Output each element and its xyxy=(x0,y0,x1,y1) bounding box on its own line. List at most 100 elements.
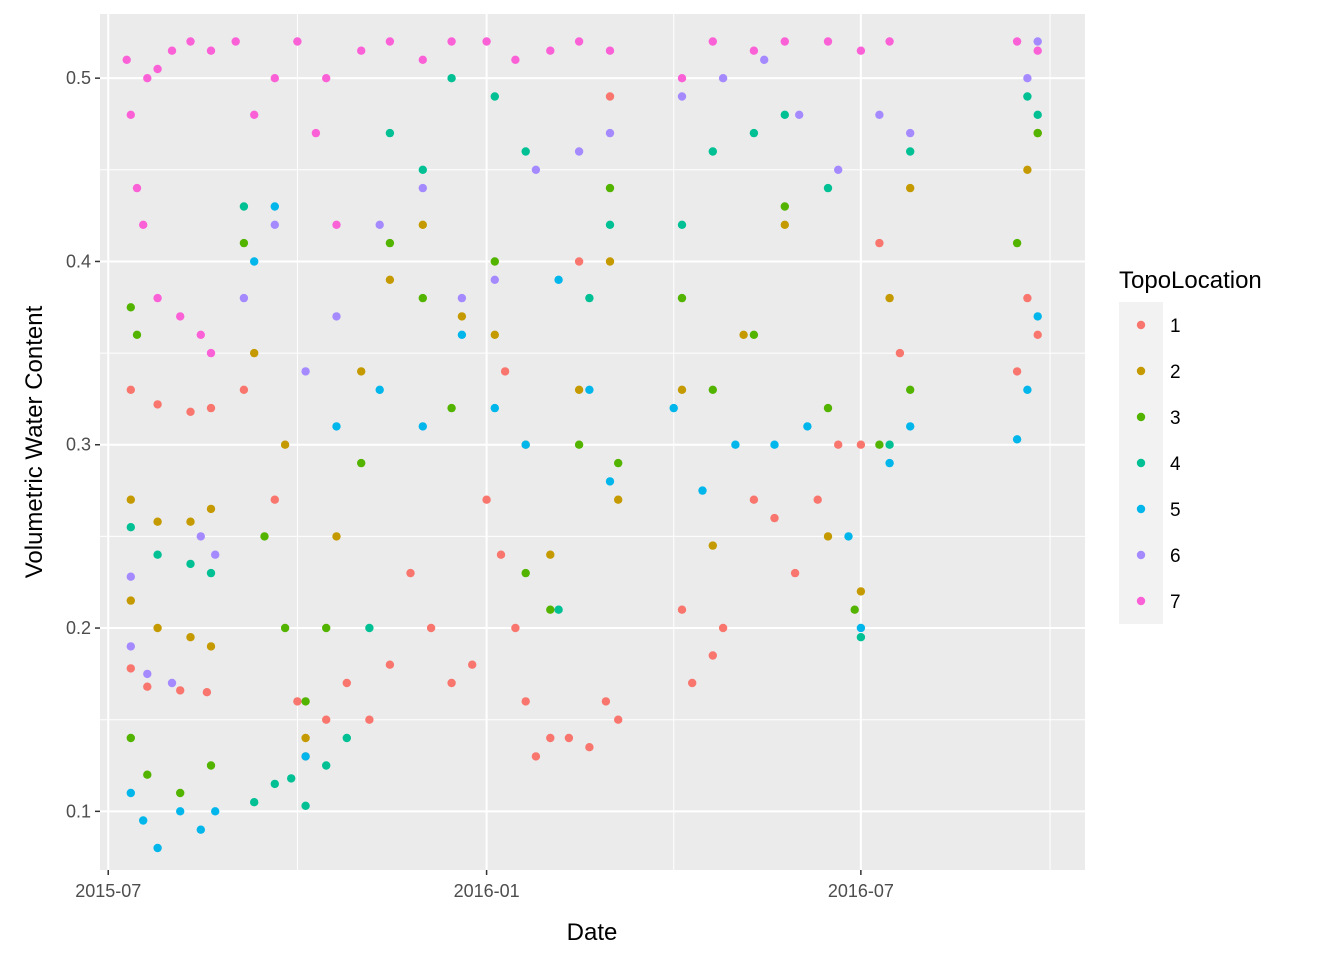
data-point xyxy=(614,458,623,468)
data-point xyxy=(357,46,366,55)
data-point xyxy=(122,55,131,64)
data-point xyxy=(1012,37,1022,46)
data-point xyxy=(332,220,341,229)
x-tick-label: 2016-07 xyxy=(828,881,894,901)
data-point xyxy=(270,74,279,83)
panel-background xyxy=(100,14,1085,870)
legend-items: 1 2 3 4 5 6 7 xyxy=(1119,302,1181,624)
series-4 xyxy=(126,74,1042,810)
data-point xyxy=(708,147,717,156)
data-point xyxy=(823,403,833,413)
data-point xyxy=(206,568,216,578)
x-tick-label: 2016-01 xyxy=(454,881,520,901)
legend-key-swatch xyxy=(1136,596,1146,606)
data-point xyxy=(1023,74,1032,83)
data-point xyxy=(906,183,915,193)
data-point xyxy=(287,774,296,783)
y-tick-label: 0.5 xyxy=(66,68,91,88)
data-point xyxy=(126,523,135,532)
data-point xyxy=(511,623,520,633)
data-point xyxy=(749,128,759,138)
data-point xyxy=(385,37,395,46)
data-point xyxy=(126,596,135,605)
data-point xyxy=(856,623,866,633)
data-point xyxy=(176,686,185,695)
data-point xyxy=(605,46,615,55)
data-point xyxy=(708,37,717,46)
legend-item-2: 2 xyxy=(1119,348,1181,394)
data-point xyxy=(153,623,162,633)
legend-title: TopoLocation xyxy=(1119,267,1262,294)
data-point xyxy=(875,238,884,248)
data-point xyxy=(143,770,152,779)
data-point xyxy=(718,74,728,83)
data-point xyxy=(605,257,615,266)
data-point xyxy=(447,37,456,46)
data-point xyxy=(250,257,259,266)
data-point xyxy=(677,92,687,101)
data-point xyxy=(468,660,477,669)
legend-key-swatch xyxy=(1136,412,1146,422)
data-point xyxy=(605,92,615,101)
legend-item-1: 1 xyxy=(1119,302,1181,348)
data-point xyxy=(1033,110,1042,120)
data-point xyxy=(1033,46,1042,55)
data-point xyxy=(780,37,789,46)
data-point xyxy=(447,74,456,83)
data-point xyxy=(418,220,427,229)
y-tick-label: 0.1 xyxy=(66,801,91,821)
data-point xyxy=(677,385,687,394)
data-point xyxy=(332,422,341,431)
legend-item-3: 3 xyxy=(1119,394,1181,440)
data-point xyxy=(490,330,499,339)
data-point xyxy=(293,697,302,706)
data-point xyxy=(206,403,216,413)
data-point xyxy=(834,165,843,174)
data-point xyxy=(202,688,212,697)
data-point xyxy=(856,633,866,642)
data-point xyxy=(749,46,759,55)
data-point xyxy=(375,220,384,229)
data-point xyxy=(385,128,395,138)
series-5 xyxy=(126,202,1042,853)
data-point xyxy=(1033,128,1042,138)
data-point xyxy=(490,92,499,101)
legend-item-4: 4 xyxy=(1119,440,1181,486)
legend-label: 3 xyxy=(1170,408,1181,429)
legend-item-7: 7 xyxy=(1119,578,1181,624)
legend: TopoLocation 1 2 3 4 5 6 7 xyxy=(1119,267,1262,624)
data-point xyxy=(153,293,162,303)
data-point xyxy=(677,220,687,229)
data-point xyxy=(856,587,866,596)
data-point xyxy=(574,37,584,46)
series-7 xyxy=(122,37,1042,358)
data-point xyxy=(708,541,717,550)
data-point xyxy=(521,697,530,706)
data-point xyxy=(574,440,584,449)
data-point xyxy=(895,348,905,358)
data-point xyxy=(521,440,530,449)
major-gridlines xyxy=(100,14,1085,870)
data-point xyxy=(139,816,148,825)
data-point xyxy=(554,275,563,284)
data-point xyxy=(574,257,584,266)
data-point xyxy=(546,46,555,55)
data-point xyxy=(875,110,884,120)
data-point xyxy=(153,64,162,74)
data-point xyxy=(677,605,687,614)
data-point xyxy=(332,312,341,321)
data-point xyxy=(206,642,216,651)
data-point xyxy=(280,623,290,633)
legend-key-swatch xyxy=(1136,504,1146,514)
data-point xyxy=(482,495,491,504)
data-point xyxy=(885,37,894,46)
data-point xyxy=(906,422,915,431)
data-point xyxy=(153,550,162,559)
data-point xyxy=(126,788,135,798)
data-point xyxy=(823,37,833,46)
series-2 xyxy=(126,128,1042,743)
data-point xyxy=(457,293,467,303)
data-point xyxy=(270,202,279,211)
data-point xyxy=(790,568,800,578)
